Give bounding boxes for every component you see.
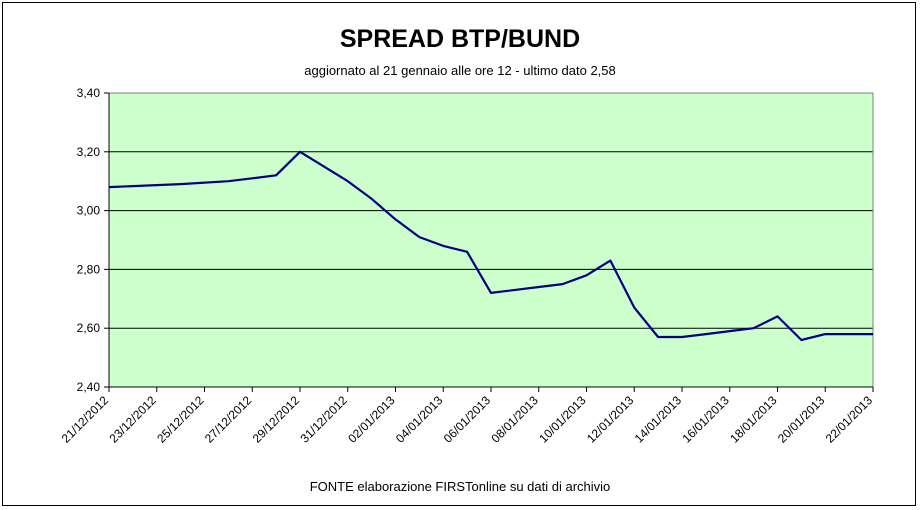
y-tick-label: 2,80 xyxy=(77,262,101,276)
y-tick-label: 2,40 xyxy=(77,380,101,394)
y-tick-label: 3,20 xyxy=(77,145,101,159)
x-tick-label: 21/12/2012 xyxy=(59,393,112,446)
x-tick-label: 27/12/2012 xyxy=(202,393,255,446)
x-tick-label: 08/01/2013 xyxy=(489,393,542,446)
y-tick-label: 3,00 xyxy=(77,204,101,218)
x-tick-label: 22/01/2013 xyxy=(823,393,876,446)
y-tick-label: 3,40 xyxy=(77,86,101,100)
series-line xyxy=(108,150,873,342)
x-tick-label: 29/12/2012 xyxy=(250,393,303,446)
chart-subtitle: aggiornato al 21 gennaio alle ore 12 - u… xyxy=(304,63,616,78)
chart-source-note: FONTE elaborazione FIRSTonline su dati d… xyxy=(309,479,611,494)
x-tick-label: 20/01/2013 xyxy=(775,393,828,446)
x-tick-label: 04/01/2013 xyxy=(393,393,446,446)
x-tick-label: 06/01/2013 xyxy=(441,393,494,446)
x-tick-label: 14/01/2013 xyxy=(632,393,685,446)
x-tick-label: 31/12/2012 xyxy=(298,393,351,446)
line-chart: 2,40 2,60 2,80 3,00 3,20 3,40 21/12/201223/12/… xyxy=(59,86,876,446)
x-tick-label: 25/12/2012 xyxy=(154,393,207,446)
x-tick-label: 10/01/2013 xyxy=(536,393,589,446)
x-tick-label: 16/01/2013 xyxy=(680,393,733,446)
x-tick-label: 23/12/2012 xyxy=(107,393,160,446)
chart-title: SPREAD BTP/BUND xyxy=(339,25,581,53)
plot-area xyxy=(109,93,873,387)
x-tick-label: 12/01/2013 xyxy=(584,393,637,446)
y-tick-label: 2,60 xyxy=(77,321,101,335)
x-tick-label: 18/01/2013 xyxy=(727,393,780,446)
x-tick-label: 02/01/2013 xyxy=(345,393,398,446)
